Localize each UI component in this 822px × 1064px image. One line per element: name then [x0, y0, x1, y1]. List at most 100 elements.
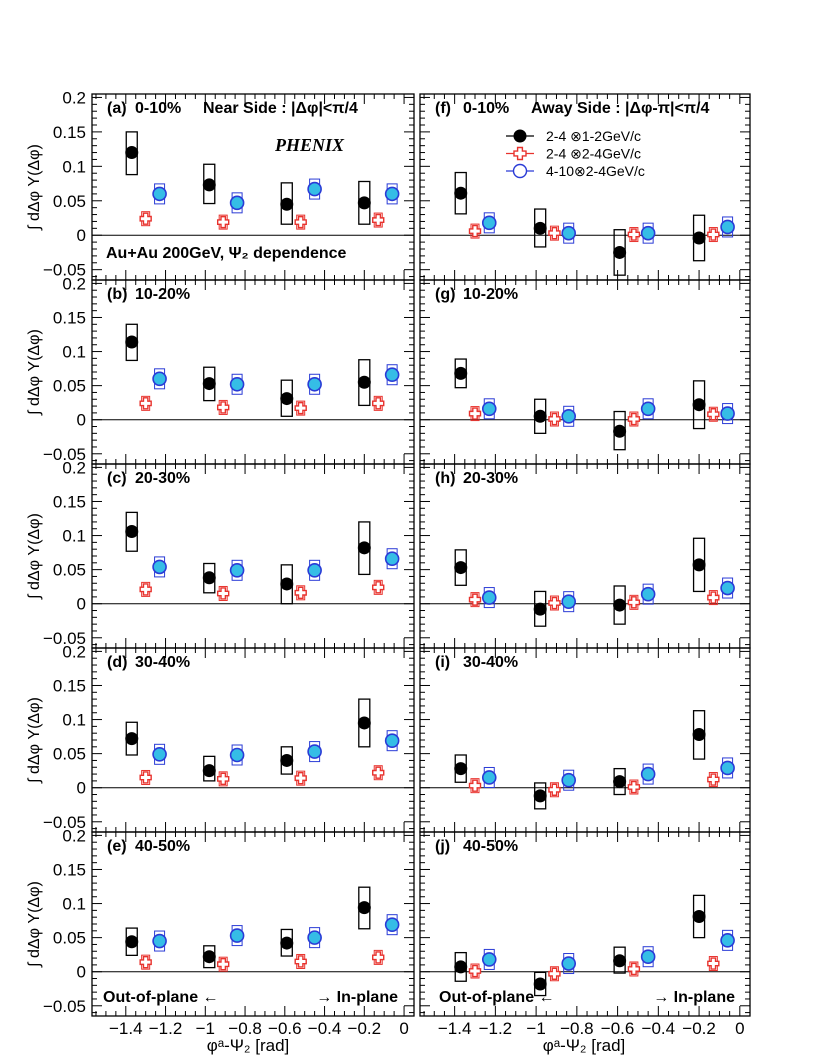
- marker-2-4x1-2: [357, 716, 371, 730]
- panel-label: (b): [107, 286, 127, 303]
- marker-2-4x2-4: [468, 593, 482, 606]
- panel-b: 0.2 0.15 0.1 0.05 0 −0.05 ∫ dΔφ Y(Δφ) (b) 10-20%: [26, 274, 415, 465]
- marker-4-10x2-4: [384, 917, 400, 932]
- marker-2-4x1-2: [125, 732, 139, 746]
- marker-2-4x1-2: [454, 762, 468, 776]
- marker-4-10x2-4: [561, 408, 577, 424]
- marker-4-10x2-4: [640, 225, 656, 241]
- marker-2-4x2-4: [707, 228, 720, 241]
- marker-2-4x2-4: [548, 967, 561, 980]
- y-tick-label: 0.15: [53, 860, 86, 879]
- panel-title: 30-40%: [135, 654, 190, 671]
- marker-2-4x2-4: [139, 583, 152, 596]
- y-tick-label: −0.05: [43, 997, 86, 1016]
- marker-2-4x1-2: [202, 764, 216, 778]
- panel-side-label: Away Side : |Δφ-π|<π/4: [531, 100, 709, 117]
- panel-frame: [91, 279, 415, 465]
- legend: 2-4 ⊗1-2GeV/c 2-4 ⊗2-4GeV/c4-10⊗2-4GeV/c: [506, 128, 645, 179]
- marker-2-4x1-2: [202, 950, 216, 964]
- marker-4-10x2-4: [481, 401, 497, 417]
- marker-2-4x2-4: [548, 783, 561, 796]
- y-axis-label: ∫ dΔφ Y(Δφ): [26, 697, 43, 784]
- panel-frame: [419, 463, 751, 649]
- panel-j: −1.4 −1.2 −1 −0.8 −0.6 −0.4 −0.2 0 (j) 40-50%: [419, 831, 751, 1038]
- marker-2-4x2-4: [294, 401, 307, 415]
- y-tick-label: 0.15: [53, 308, 86, 327]
- marker-2-4x1-2: [613, 245, 627, 259]
- marker-2-4x1-2: [357, 541, 371, 555]
- marker-2-4x1-2: [280, 392, 294, 406]
- marker-2-4x2-4: [372, 397, 385, 410]
- y-tick-label: 0: [77, 226, 86, 245]
- y-tick-label: 0.2: [62, 88, 86, 107]
- marker-2-4x2-4: [216, 401, 230, 414]
- panel-label: (a): [107, 100, 127, 117]
- panel-title: 10-20%: [135, 286, 190, 303]
- marker-2-4x2-4: [548, 412, 561, 426]
- panel-title: 40-50%: [463, 838, 518, 855]
- x-tick-label: −0.2: [682, 1019, 716, 1038]
- marker-4-10x2-4: [720, 219, 735, 235]
- legend-entry: 4-10⊗2-4GeV/c: [546, 163, 645, 179]
- marker-2-4x1-2: [357, 901, 371, 915]
- marker-2-4x1-2: [280, 197, 294, 211]
- panel-title: 10-20%: [463, 286, 518, 303]
- marker-2-4x2-4: [707, 591, 720, 604]
- marker-4-10x2-4: [561, 225, 577, 241]
- marker-4-10x2-4: [640, 586, 656, 602]
- marker-2-4x1-2: [533, 221, 547, 235]
- marker-2-4x1-2: [692, 910, 706, 924]
- marker-2-4x2-4: [468, 407, 482, 420]
- marker-2-4x2-4: [707, 957, 720, 970]
- marker-2-4x2-4: [216, 587, 230, 600]
- experiment-label: PHENIX: [274, 135, 345, 155]
- marker-2-4x2-4: [707, 408, 720, 421]
- system-label: Au+Au 200GeV, Ψ₂ dependence: [106, 245, 347, 262]
- x-tick-label: −1.4: [438, 1019, 472, 1038]
- x-tick-label: −0.4: [642, 1019, 676, 1038]
- marker-2-4x2-4: [468, 964, 482, 978]
- y-axis-label: ∫ dΔφ Y(Δφ): [26, 144, 43, 231]
- marker-2-4x2-4: [707, 773, 720, 786]
- marker-2-4x1-2: [280, 753, 294, 767]
- y-tick-label: 0: [77, 411, 86, 430]
- y-axis-label: ∫ dΔφ Y(Δφ): [26, 513, 43, 600]
- y-tick-label: 0.2: [62, 458, 86, 477]
- panel-g: (g) 10-20%: [419, 279, 751, 465]
- y-tick-label: 0.1: [62, 895, 86, 914]
- marker-4-10x2-4: [384, 186, 400, 202]
- legend-entry: 2-4 ⊗1-2GeV/c: [546, 128, 641, 144]
- panel-frame: [419, 93, 751, 281]
- marker-4-10x2-4: [307, 376, 322, 392]
- panel-title: 0-10%: [463, 100, 509, 117]
- x-tick-label: −0.8: [228, 1019, 262, 1038]
- panel-h: (h) 20-30%: [419, 463, 751, 649]
- legend-entry: 2-4 ⊗2-4GeV/c: [546, 146, 641, 162]
- marker-2-4x2-4: [139, 212, 152, 225]
- marker-2-4x2-4: [139, 397, 152, 410]
- legend-marker-open-circle: [512, 163, 528, 179]
- marker-2-4x1-2: [692, 398, 706, 412]
- marker-4-10x2-4: [561, 594, 577, 609]
- marker-2-4x2-4: [372, 951, 385, 964]
- marker-2-4x1-2: [692, 728, 706, 742]
- marker-2-4x1-2: [613, 954, 627, 968]
- marker-2-4x2-4: [294, 215, 307, 229]
- marker-2-4x1-2: [454, 561, 468, 575]
- y-axis-label: ∫ dΔφ Y(Δφ): [26, 881, 43, 968]
- marker-2-4x2-4: [548, 226, 561, 240]
- marker-4-10x2-4: [384, 551, 400, 567]
- marker-2-4x1-2: [280, 577, 294, 591]
- y-tick-label: 0.2: [62, 826, 86, 845]
- marker-2-4x2-4: [216, 772, 230, 786]
- y-tick-label: 0.15: [53, 123, 86, 142]
- marker-2-4x2-4: [627, 596, 641, 609]
- marker-2-4x2-4: [468, 224, 482, 238]
- marker-2-4x2-4: [216, 215, 230, 229]
- marker-2-4x1-2: [357, 196, 371, 210]
- marker-2-4x1-2: [202, 377, 216, 391]
- marker-4-10x2-4: [307, 930, 322, 945]
- panel-title: 0-10%: [135, 100, 181, 117]
- marker-2-4x1-2: [533, 602, 547, 616]
- marker-4-10x2-4: [229, 563, 245, 578]
